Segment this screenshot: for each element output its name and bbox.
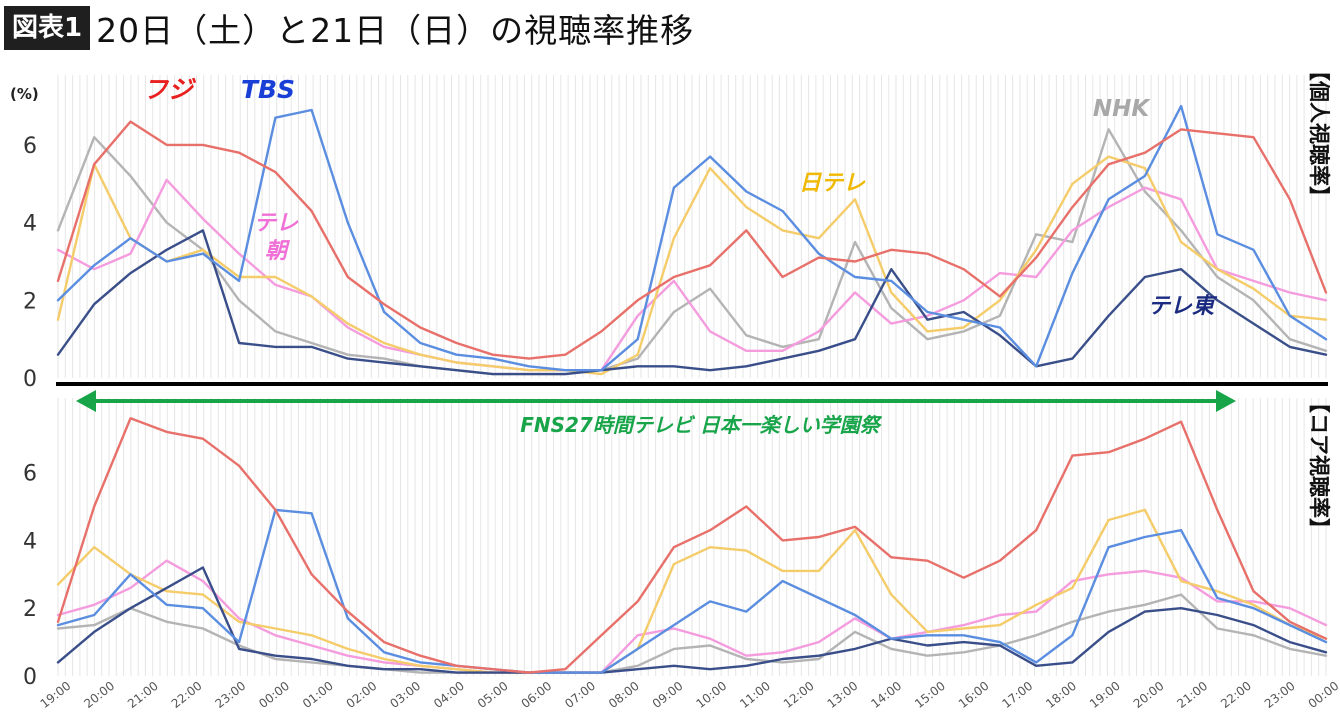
x-tick-label: 17:00 (1000, 679, 1036, 711)
x-tick-label: 05:00 (475, 679, 511, 711)
bottom-series-TBS (56, 508, 1328, 674)
top-series-テレ東 (56, 229, 1328, 376)
top-y-tick-label: 0 (23, 367, 37, 392)
figure-badge: 図表1 (4, 6, 91, 50)
x-tick-label: 19:00 (1087, 679, 1123, 711)
x-tick-label: 06:00 (519, 679, 555, 711)
bottom-right-label: 【コア視聴率】 (1307, 392, 1331, 539)
unit-label: (%) (10, 85, 39, 103)
x-tick-label: 21:00 (125, 679, 161, 711)
bottom-series-テレ東 (56, 566, 1328, 674)
x-tick-label: 14:00 (868, 679, 904, 711)
bottom-y-tick-label: 6 (23, 462, 37, 487)
top-panel-series (56, 104, 1328, 376)
x-tick-label: 22:00 (169, 679, 205, 711)
top-series-TBS (56, 104, 1328, 372)
bottom-series-テレ朝 (56, 559, 1328, 674)
x-tick-label: 07:00 (562, 679, 598, 711)
bottom-y-tick-label: 4 (23, 529, 37, 554)
series-label-tvasahi: テレ朝 (254, 211, 299, 264)
top-series-日テレ (56, 155, 1328, 376)
x-tick-label: 11:00 (737, 679, 773, 711)
x-tick-label: 20:00 (81, 679, 117, 711)
x-tick-label: 01:00 (300, 679, 336, 711)
banner-label: FNS27時間テレビ 日本一楽しい学園祭 (520, 413, 883, 437)
series-label-tvasahi-line1: テレ (254, 211, 299, 236)
x-tick-label: 19:00 (38, 679, 74, 711)
x-tick-label: 21:00 (1174, 679, 1210, 711)
series-label-tvtokyo: テレ東 (1148, 294, 1218, 319)
top-series-NHK (56, 128, 1328, 376)
bottom-series-フジ (56, 417, 1328, 674)
series-label-tbs: TBS (241, 75, 295, 104)
x-tick-label: 15:00 (912, 679, 948, 711)
x-tick-label: 20:00 (1131, 679, 1167, 711)
series-label-nhk: NHK (1093, 96, 1151, 122)
bottom-panel-series (56, 417, 1328, 674)
series-label-ntv: 日テレ (799, 171, 866, 196)
x-tick-label: 00:00 (256, 679, 292, 711)
bottom-y-tick-label: 0 (23, 665, 37, 690)
x-tick-label: 10:00 (693, 679, 729, 711)
top-series-テレ朝 (56, 178, 1328, 372)
x-tick-label: 04:00 (431, 679, 467, 711)
x-tick-label: 03:00 (387, 679, 423, 711)
x-tick-label: 23:00 (1262, 679, 1298, 711)
bottom-series-日テレ (56, 508, 1328, 674)
x-tick-label: 22:00 (1218, 679, 1254, 711)
series-label-tvasahi-line2: 朝 (265, 239, 291, 264)
x-tick-label: 02:00 (344, 679, 380, 711)
x-tick-label: 18:00 (1043, 679, 1079, 711)
x-tick-label: 13:00 (825, 679, 861, 711)
x-tick-label: 08:00 (606, 679, 642, 711)
x-tick-label: 09:00 (650, 679, 686, 711)
banner-arrow (76, 390, 1236, 412)
top-y-tick-label: 2 (23, 289, 37, 314)
series-labels: フジ TBS NHK 日テレ テレ東 テレ朝 (143, 75, 1218, 319)
top-right-label: 【個人視聴率】 (1307, 60, 1331, 207)
bottom-series-NHK (56, 593, 1328, 674)
x-tick-label: 16:00 (956, 679, 992, 711)
bottom-y-tick-label: 2 (23, 597, 37, 622)
page-title: 20日（土）と21日（日）の視聴率推移 (96, 11, 695, 50)
x-tick-label: 23:00 (212, 679, 248, 711)
x-tick-label: 00:00 (1306, 679, 1340, 711)
top-y-tick-label: 4 (23, 212, 37, 237)
figure-title: 図表1 20日（土）と21日（日）の視聴率推移 (4, 4, 694, 52)
series-label-fuji: フジ (143, 75, 197, 104)
top-y-tick-label: 6 (23, 134, 37, 159)
x-tick-label: 12:00 (781, 679, 817, 711)
top-series-フジ (56, 120, 1328, 360)
